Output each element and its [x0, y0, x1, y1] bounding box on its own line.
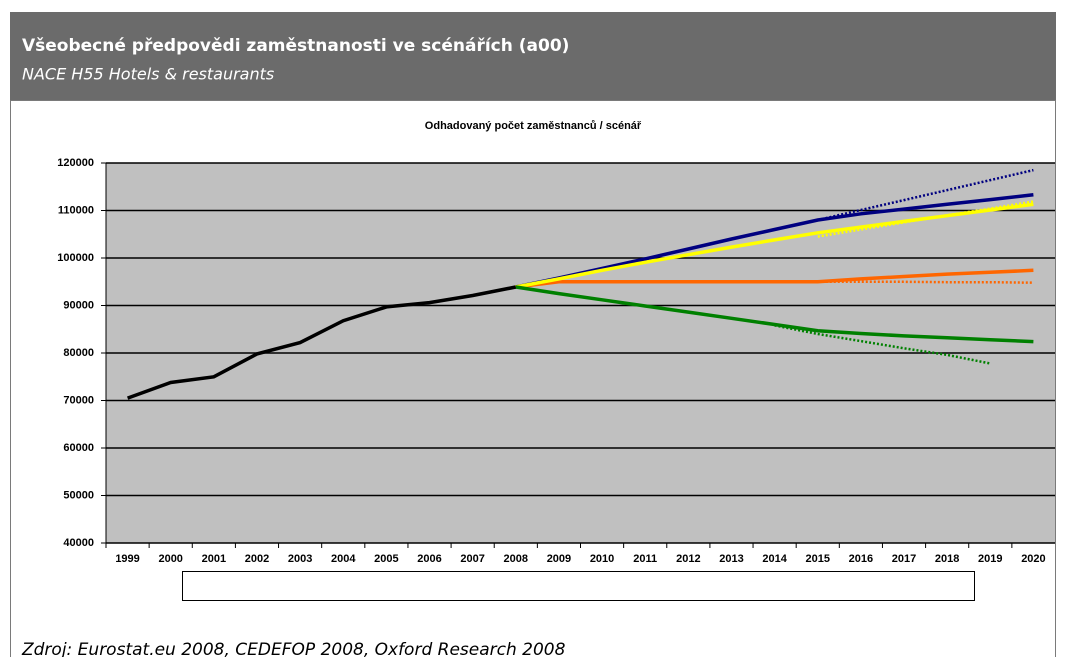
y-tick-label: 50000 [63, 489, 94, 501]
source-note: Zdroj: Eurostat.eu 2008, CEDEFOP 2008, O… [21, 640, 566, 657]
x-tick-label: 2010 [590, 553, 614, 565]
x-tick-label: 2012 [676, 553, 700, 565]
header-title: Všeobecné předpovědi zaměstnanosti ve sc… [22, 36, 569, 56]
y-tick-label: 90000 [63, 299, 94, 311]
x-tick-label: 2011 [633, 553, 657, 565]
x-tick-label: 2005 [374, 553, 398, 565]
y-tick-label: 110000 [58, 204, 94, 216]
x-tick-label: 2003 [288, 553, 312, 565]
x-tick-label: 2007 [460, 553, 484, 565]
line [515, 268, 1034, 289]
x-tick-label: 2019 [978, 553, 1002, 565]
x-tick-label: 2020 [1021, 553, 1045, 565]
line [515, 193, 1034, 289]
legend [182, 571, 975, 601]
y-tick-label: 70000 [63, 394, 94, 406]
x-tick-label: 2018 [935, 553, 959, 565]
x-tick-label: 2002 [245, 553, 269, 565]
header-subtitle: NACE H55 Hotels & restaurants [22, 65, 274, 84]
trendline [817, 168, 1034, 222]
x-tick-label: 2001 [202, 553, 226, 565]
header-band [10, 12, 1056, 100]
line [515, 285, 1034, 344]
x-tick-label: 2006 [417, 553, 441, 565]
x-tick-label: 2008 [504, 553, 528, 565]
x-tick-label: 2009 [547, 553, 571, 565]
y-tick-label: 100000 [57, 252, 94, 264]
x-tick-label: 2004 [331, 553, 356, 565]
chart-title: Odhadovaný počet zaměstnanců / scénář [425, 120, 642, 132]
x-tick-label: 2014 [762, 553, 787, 565]
trendline [774, 324, 991, 365]
x-tick-label: 2017 [892, 553, 916, 565]
x-tick-label: 2016 [849, 553, 873, 565]
x-tick-label: 2013 [719, 553, 743, 565]
x-tick-label: 1999 [115, 553, 139, 565]
y-tick-label: 80000 [63, 347, 94, 359]
y-tick-label: 60000 [63, 442, 94, 454]
line [515, 202, 1034, 289]
x-tick-label: 2015 [806, 553, 830, 565]
line [127, 285, 517, 400]
x-tick-label: 2000 [158, 553, 182, 565]
y-tick-label: 120000 [57, 157, 94, 169]
y-tick-label: 40000 [63, 537, 94, 549]
